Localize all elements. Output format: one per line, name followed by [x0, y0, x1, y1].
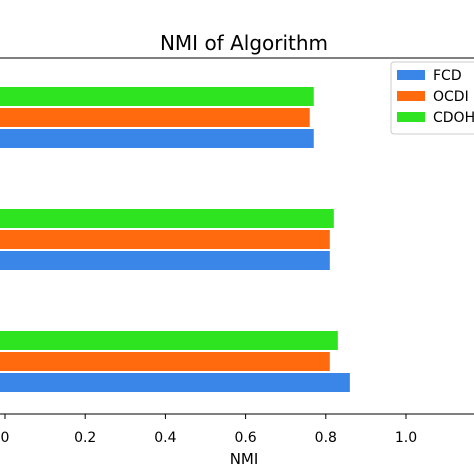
legend: FCD OCDI CDOH: [390, 61, 474, 135]
bar-ocdi-group-2: [0, 230, 330, 249]
bar-ocdi-group-1: [0, 108, 310, 127]
x-ticks: 0 0.2 0.4 0.6 0.8 1.0: [1, 414, 417, 446]
bar-fcd-group-3: [0, 373, 350, 392]
x-tick-label: 0.4: [154, 430, 176, 446]
bar-fcd-group-2: [0, 251, 330, 270]
legend-label-ocdi: OCDI: [433, 89, 469, 105]
x-tick-label: 0.2: [74, 430, 96, 446]
bars-layer: [0, 87, 350, 392]
x-axis-label: NMI: [230, 450, 259, 468]
legend-swatch-ocdi: [397, 91, 425, 101]
x-tick-label: 0.6: [234, 430, 256, 446]
chart-title: NMI of Algorithm: [160, 31, 328, 55]
bar-cdohs-group-3: [0, 331, 338, 350]
legend-swatch-cdohs: [397, 112, 425, 122]
bar-ocdi-group-3: [0, 352, 330, 371]
x-tick-label: 1.0: [395, 430, 417, 446]
bar-cdohs-group-1: [0, 87, 314, 106]
x-tick-label: 0.8: [315, 430, 337, 446]
bar-cdohs-group-2: [0, 209, 334, 228]
legend-label-fcd: FCD: [433, 68, 462, 84]
legend-swatch-fcd: [397, 70, 425, 80]
x-tick-label: 0: [1, 430, 10, 446]
axes-layer: [0, 57, 474, 415]
legend-label-cdohs: CDOH: [433, 110, 474, 126]
bar-fcd-group-1: [0, 129, 314, 148]
